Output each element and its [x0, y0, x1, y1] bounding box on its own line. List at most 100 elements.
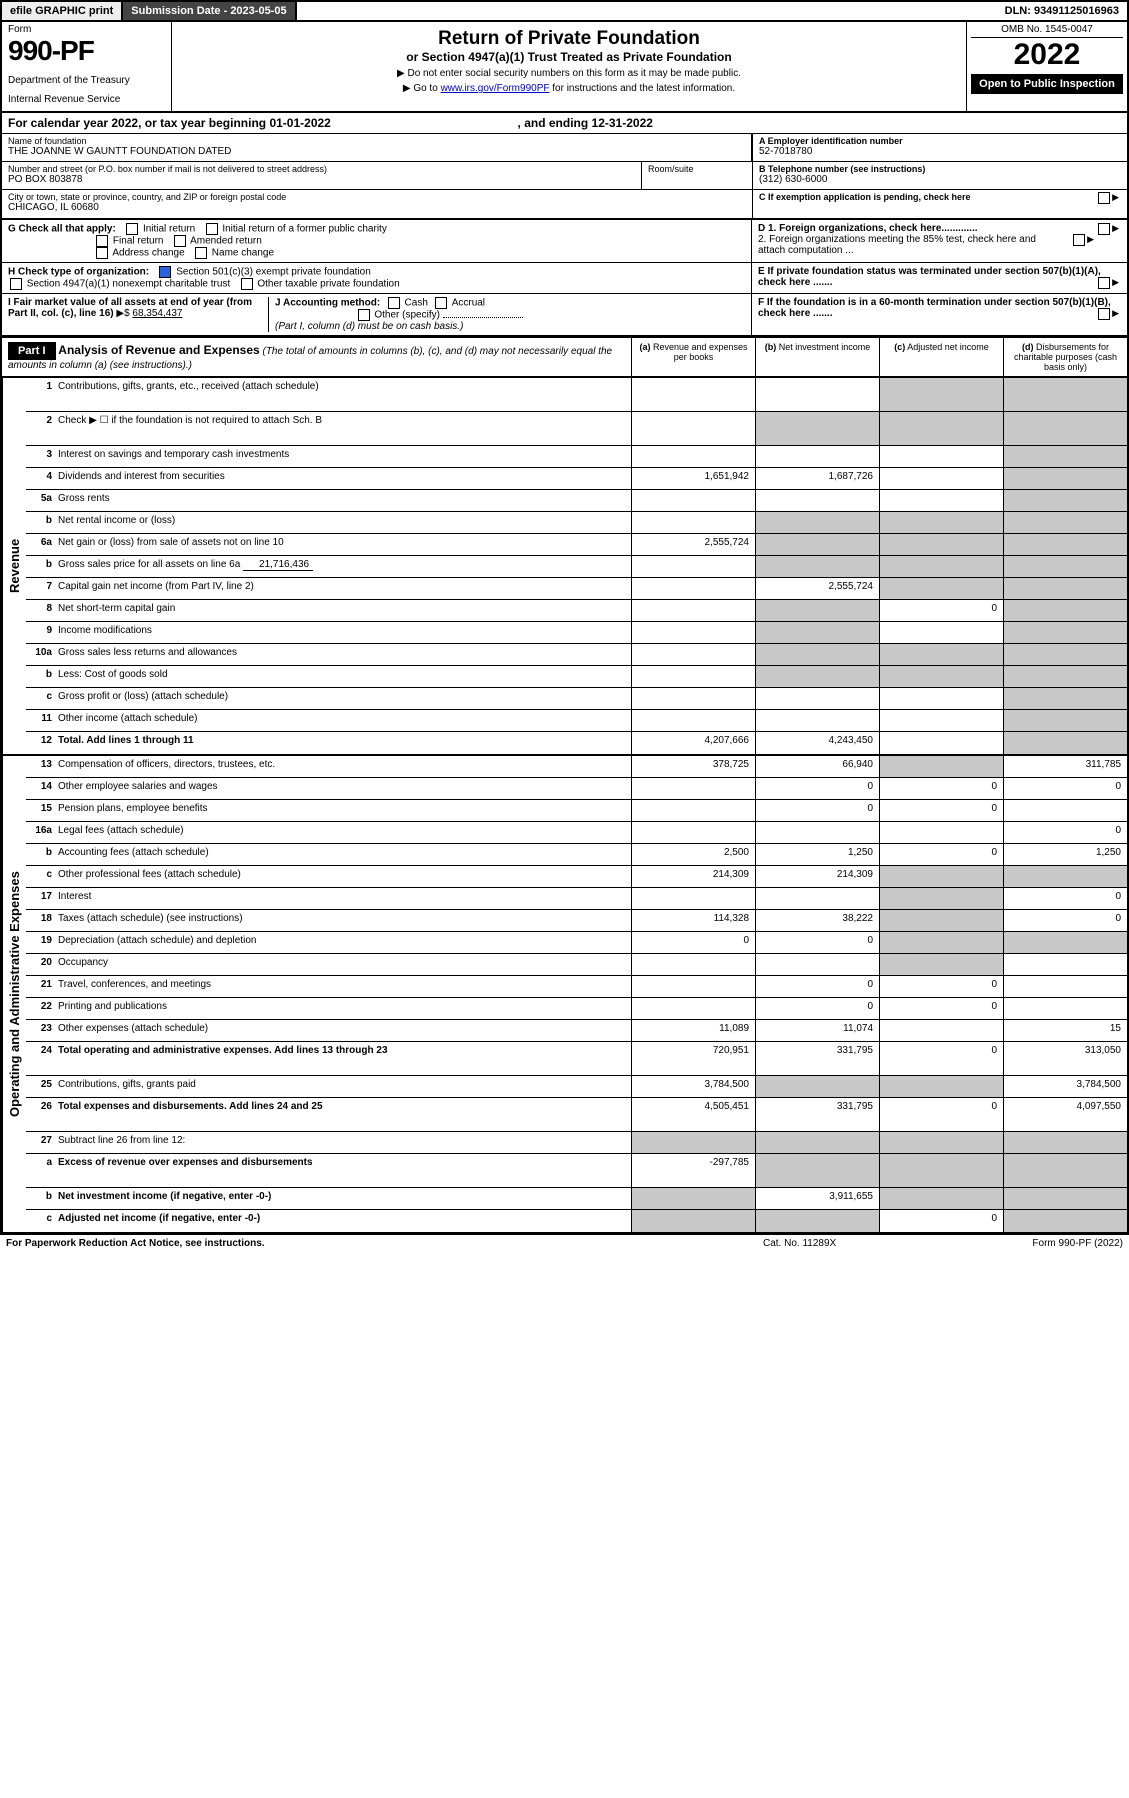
submission-date: Submission Date - 2023-05-05 [123, 2, 296, 20]
d1-label: D 1. Foreign organizations, check here..… [758, 223, 978, 234]
revenue-section: Revenue 1 Contributions, gifts, grants, … [0, 378, 1129, 756]
cell-r15-a [631, 800, 755, 821]
cell-r6a-c [879, 534, 1003, 555]
cell-r20-b [755, 954, 879, 975]
cell-r6a-b [755, 534, 879, 555]
j-other-checkbox[interactable] [358, 309, 370, 321]
cell-r2-a [631, 412, 755, 445]
rowdesc-r5b: Net rental income or (loss) [58, 512, 631, 533]
col-a-header: (a) (a) Revenue and expenses per booksRe… [631, 338, 755, 376]
cell-r2-dd [1003, 412, 1127, 445]
cell-r18-dd: 0 [1003, 910, 1127, 931]
cell-r24-a: 720,951 [631, 1042, 755, 1075]
rowdesc-r17: Interest [58, 888, 631, 909]
rowdesc-r10a: Gross sales less returns and allowances [58, 644, 631, 665]
ein-label: A Employer identification number [759, 136, 1121, 146]
cell-r13-dd: 311,785 [1003, 756, 1127, 777]
open-inspection: Open to Public Inspection [971, 74, 1123, 94]
rownum-r19: 19 [26, 932, 58, 953]
cell-r27b-c [879, 1188, 1003, 1209]
cell-r13-b: 66,940 [755, 756, 879, 777]
row-r5b: b Net rental income or (loss) [26, 512, 1127, 534]
row-r27c: c Adjusted net income (if negative, ente… [26, 1210, 1127, 1232]
cell-r26-b: 331,795 [755, 1098, 879, 1131]
e-checkbox[interactable] [1098, 277, 1110, 289]
foundation-name: THE JOANNE W GAUNTT FOUNDATION DATED [8, 146, 745, 157]
cell-r16c-c [879, 866, 1003, 887]
form-number: 990-PF [8, 35, 165, 67]
rownum-r16a: 16a [26, 822, 58, 843]
cell-r3-dd [1003, 446, 1127, 467]
cell-r12-dd [1003, 732, 1127, 754]
rownum-r27c: c [26, 1210, 58, 1232]
col-d-header: (d) Disbursements for charitable purpose… [1003, 338, 1127, 376]
cell-r8-a [631, 600, 755, 621]
rowdesc-r2: Check ▶ ☐ if the foundation is not requi… [58, 412, 631, 445]
f-checkbox[interactable] [1098, 308, 1110, 320]
c-checkbox[interactable] [1098, 192, 1110, 204]
d2-label: 2. Foreign organizations meeting the 85%… [758, 234, 1058, 256]
rownum-r16b: b [26, 844, 58, 865]
row-r22: 22 Printing and publications 00 [26, 998, 1127, 1020]
rownum-r7: 7 [26, 578, 58, 599]
cell-r27b-a [631, 1188, 755, 1209]
g-name-checkbox[interactable] [195, 247, 207, 259]
cell-r6b-b [755, 556, 879, 577]
g-initial-checkbox[interactable] [126, 223, 138, 235]
h-4947-checkbox[interactable] [10, 278, 22, 290]
d2-checkbox[interactable] [1073, 234, 1085, 246]
rowdesc-r10c: Gross profit or (loss) (attach schedule) [58, 688, 631, 709]
g-final-checkbox[interactable] [96, 235, 108, 247]
cell-r11-c [879, 710, 1003, 731]
rowdesc-r23: Other expenses (attach schedule) [58, 1020, 631, 1041]
city-label: City or town, state or province, country… [8, 192, 746, 202]
cell-r24-b: 331,795 [755, 1042, 879, 1075]
instructions-link[interactable]: www.irs.gov/Form990PF [441, 83, 550, 94]
check-ij-row: I Fair market value of all assets at end… [0, 294, 1129, 337]
cell-r27-b [755, 1132, 879, 1153]
cell-r23-dd: 15 [1003, 1020, 1127, 1041]
rownum-r9: 9 [26, 622, 58, 643]
rownum-r25: 25 [26, 1076, 58, 1097]
g-amended-checkbox[interactable] [174, 235, 186, 247]
rownum-r15: 15 [26, 800, 58, 821]
g-initial-former-checkbox[interactable] [206, 223, 218, 235]
row-r27b: b Net investment income (if negative, en… [26, 1188, 1127, 1210]
cell-r11-b [755, 710, 879, 731]
rowdesc-r6a: Net gain or (loss) from sale of assets n… [58, 534, 631, 555]
cell-r24-c: 0 [879, 1042, 1003, 1075]
cell-r5a-b [755, 490, 879, 511]
room-label: Room/suite [648, 164, 746, 174]
j-label: J Accounting method: [275, 298, 380, 309]
g-address-checkbox[interactable] [96, 247, 108, 259]
cell-r25-a: 3,784,500 [631, 1076, 755, 1097]
cell-r8-dd [1003, 600, 1127, 621]
rowdesc-r13: Compensation of officers, directors, tru… [58, 756, 631, 777]
h-label: H Check type of organization: [8, 267, 149, 278]
h-501c3-checkbox[interactable] [159, 266, 171, 278]
j-accrual-checkbox[interactable] [435, 297, 447, 309]
cell-r27a-dd [1003, 1154, 1127, 1187]
cell-r18-b: 38,222 [755, 910, 879, 931]
g-label: G Check all that apply: [8, 224, 116, 235]
cell-r19-b: 0 [755, 932, 879, 953]
f-label: F If the foundation is in a 60-month ter… [758, 297, 1111, 319]
rowdesc-r22: Printing and publications [58, 998, 631, 1019]
cell-r5a-dd [1003, 490, 1127, 511]
rowdesc-r21: Travel, conferences, and meetings [58, 976, 631, 997]
row-r12: 12 Total. Add lines 1 through 11 4,207,6… [26, 732, 1127, 754]
c-label: C If exemption application is pending, c… [759, 192, 971, 202]
row-r9: 9 Income modifications [26, 622, 1127, 644]
cell-r14-a [631, 778, 755, 799]
rownum-r24: 24 [26, 1042, 58, 1075]
cell-r6a-dd [1003, 534, 1127, 555]
row-r11: 11 Other income (attach schedule) [26, 710, 1127, 732]
rownum-r13: 13 [26, 756, 58, 777]
j-cash-checkbox[interactable] [388, 297, 400, 309]
cell-r27a-b [755, 1154, 879, 1187]
h-other-checkbox[interactable] [241, 278, 253, 290]
d1-checkbox[interactable] [1098, 223, 1110, 235]
cell-r27b-b: 3,911,655 [755, 1188, 879, 1209]
cell-r3-b [755, 446, 879, 467]
rownum-r5b: b [26, 512, 58, 533]
